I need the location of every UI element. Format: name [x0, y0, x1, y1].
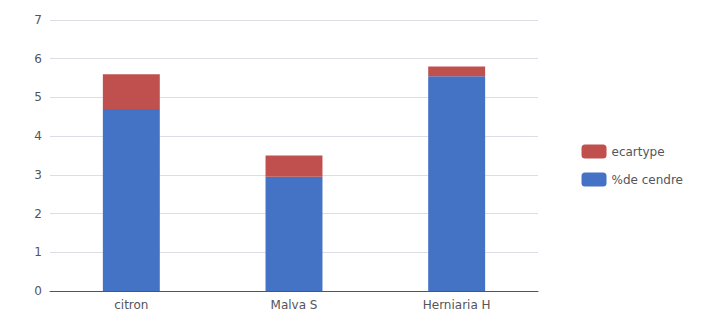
svg-text:ecartype: ecartype: [612, 145, 665, 159]
svg-text:0: 0: [34, 284, 42, 298]
svg-text:7: 7: [34, 13, 42, 27]
svg-text:3: 3: [34, 168, 42, 182]
svg-text:%de cendre: %de cendre: [612, 173, 683, 187]
svg-text:5: 5: [34, 90, 42, 104]
svg-text:2: 2: [34, 207, 42, 221]
svg-text:citron: citron: [114, 298, 148, 312]
svg-text:1: 1: [34, 245, 42, 259]
svg-text:4: 4: [34, 129, 42, 143]
svg-text:6: 6: [34, 52, 42, 66]
svg-text:Herniaria H: Herniaria H: [423, 298, 491, 312]
svg-text:Malva S: Malva S: [271, 298, 318, 312]
